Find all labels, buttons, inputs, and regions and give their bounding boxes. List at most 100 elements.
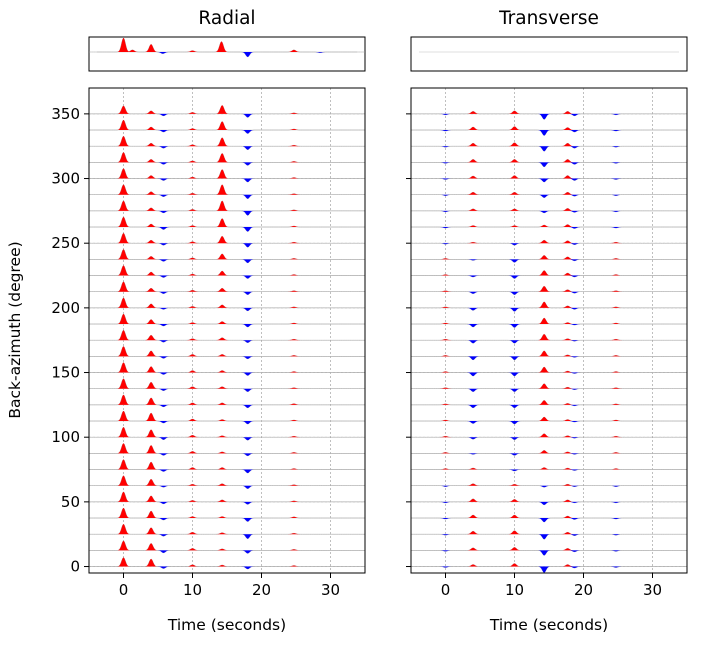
transverse-trace-baz-50	[411, 498, 687, 506]
radial-pulse	[288, 129, 300, 131]
transverse-pulse	[467, 291, 479, 294]
radial-pulse	[288, 242, 300, 244]
transverse-x-tick-label: 10	[505, 581, 524, 599]
radial-pulse	[241, 130, 254, 134]
transverse-pulse	[610, 113, 622, 115]
transverse-pulse	[610, 534, 622, 536]
radial-stack-pulse	[186, 50, 199, 52]
transverse-pulse	[508, 291, 521, 295]
radial-pulse	[157, 485, 170, 488]
transverse-pulse	[610, 566, 622, 568]
transverse-pulse	[508, 192, 521, 195]
transverse-trace-baz-12.5	[411, 547, 687, 556]
radial-trace-line	[89, 346, 365, 360]
radial-pulse	[241, 453, 254, 456]
radial-trace-baz-175	[89, 329, 365, 343]
transverse-pulse	[439, 130, 452, 132]
radial-pulse	[186, 419, 199, 422]
radial-trace-line	[89, 540, 365, 554]
transverse-pulse	[467, 498, 479, 502]
transverse-pulse	[538, 433, 550, 438]
transverse-trace-line	[411, 530, 687, 540]
radial-trace-baz-50	[89, 491, 365, 505]
transverse-pulse	[538, 318, 550, 325]
radial-trace-baz-125	[89, 394, 365, 409]
radial-pulse	[157, 146, 170, 149]
transverse-trace-baz-87.5	[411, 450, 687, 456]
transverse-pulse	[439, 227, 452, 229]
radial-pulse	[157, 469, 170, 472]
radial-pulse	[241, 388, 254, 392]
transverse-pulse	[568, 485, 581, 487]
radial-pulse	[186, 484, 199, 486]
transverse-pulse	[568, 307, 581, 310]
radial-axes-frame	[88, 87, 366, 574]
radial-pulse	[186, 564, 199, 567]
transverse-pulse	[568, 421, 581, 423]
radial-pulse	[216, 218, 228, 228]
radial-trace-line	[89, 297, 365, 312]
transverse-pulse	[439, 210, 452, 212]
radial-pulse	[288, 387, 300, 389]
transverse-pulse	[439, 436, 452, 438]
radial-pulse	[157, 113, 170, 116]
transverse-trace-line	[411, 333, 687, 344]
radial-pulse	[157, 421, 170, 424]
transverse-pulse	[508, 142, 521, 147]
radial-pulse	[117, 233, 130, 244]
radial-pulse	[186, 451, 199, 454]
radial-trace-line	[89, 281, 365, 295]
radial-pulse	[288, 193, 300, 195]
transverse-pulse	[439, 518, 452, 520]
transverse-pulse	[610, 485, 622, 487]
radial-pulse	[216, 370, 228, 373]
transverse-pulse	[439, 258, 452, 260]
radial-trace-line	[89, 459, 365, 474]
transverse-trace-baz-100	[411, 433, 687, 440]
radial-pulse	[241, 485, 254, 489]
radial-pulse	[145, 175, 157, 179]
radial-pulse	[216, 354, 228, 357]
transverse-trace-line	[411, 350, 687, 361]
radial-pulse	[117, 411, 130, 422]
radial-pulse	[145, 256, 157, 260]
radial-pulse	[145, 366, 157, 373]
transverse-pulse	[610, 210, 622, 212]
transverse-pulse	[561, 371, 574, 373]
transverse-pulse	[610, 242, 622, 244]
radial-trace-line	[89, 507, 365, 522]
radial-trace-line	[89, 200, 365, 216]
radial-pulse	[117, 443, 130, 454]
radial-pulse	[241, 469, 254, 474]
radial-pulse	[145, 191, 157, 195]
transverse-pulse	[508, 324, 521, 328]
transverse-trace-line	[411, 366, 687, 377]
radial-pulse	[117, 168, 130, 179]
transverse-gather-axes: 0 10 20 30	[406, 87, 688, 599]
radial-pulse	[241, 372, 254, 376]
transverse-pulse	[439, 371, 452, 373]
transverse-pulse	[508, 307, 521, 312]
transverse-pulse	[467, 564, 479, 567]
transverse-pulse	[610, 258, 622, 260]
transverse-pulse	[439, 501, 452, 503]
radial-pulse	[186, 338, 199, 341]
transverse-pulse	[610, 146, 622, 148]
transverse-pulse	[538, 255, 550, 260]
radial-trace-baz-187.5	[89, 313, 365, 328]
radial-pulse	[157, 324, 170, 327]
transverse-pulse	[467, 159, 479, 163]
radial-pulse	[145, 143, 157, 147]
transverse-pulse	[439, 566, 452, 568]
radial-trace-line	[89, 394, 365, 409]
radial-trace-line	[89, 378, 365, 392]
radial-pulse	[157, 227, 170, 230]
transverse-trace-line	[411, 563, 687, 573]
transverse-pulse	[568, 243, 581, 245]
radial-trace-baz-350	[89, 105, 365, 118]
radial-trace-baz-262.5	[89, 216, 365, 232]
transverse-pulse	[508, 421, 521, 425]
transverse-pulse	[439, 452, 452, 454]
radial-pulse	[216, 467, 228, 470]
radial-ylabel: Back-azimuth (degree)	[6, 241, 24, 418]
